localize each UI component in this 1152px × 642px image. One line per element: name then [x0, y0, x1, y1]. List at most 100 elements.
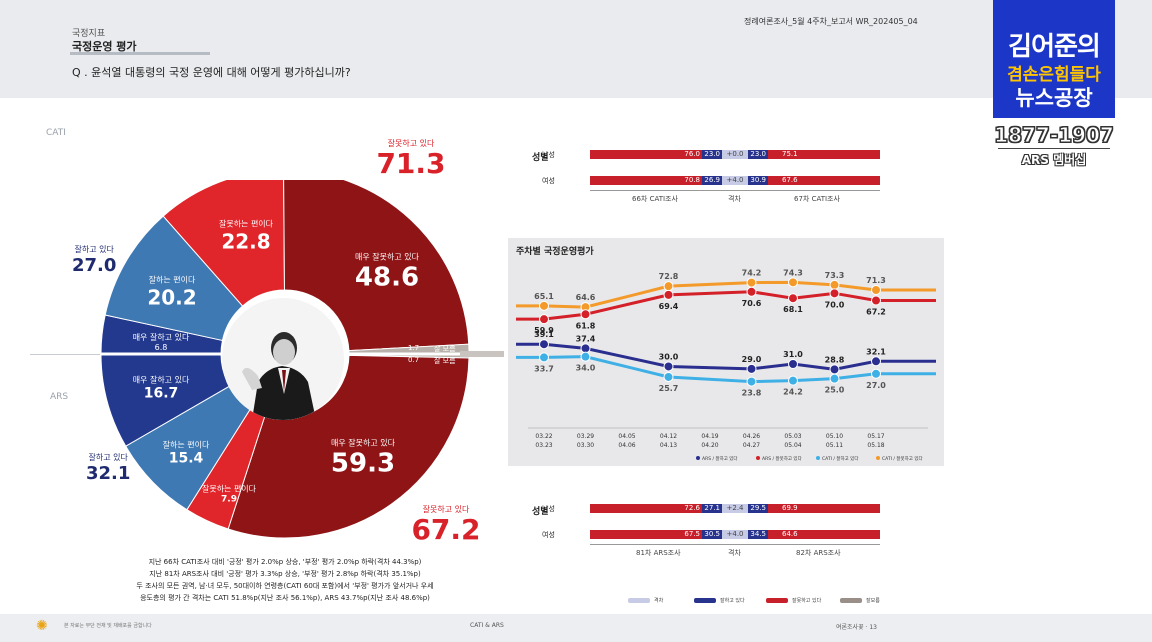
- trend-point: [580, 351, 591, 362]
- caption-left: 66차 CATI조사: [632, 195, 678, 203]
- trend-point-label: 28.8: [825, 355, 845, 364]
- summary-line: 응도층의 평가 간 격차는 CATI 51.8%p(지난 조사 56.1%p),…: [140, 594, 430, 602]
- document-id: 정례여론조사_5월 4주차_보고서 WR_202405_04: [744, 17, 918, 26]
- trend-x-tick-label: 04.13: [660, 442, 677, 449]
- gender-ars-block: 성별 남성 72.6 27.1 +2.4 29.5 69.9 여성 67.5 3…: [532, 500, 892, 562]
- donut-seg-cati-wrong-somewhat: [162, 180, 286, 307]
- trend-legend-marker: [756, 456, 760, 460]
- section-label: 국정지표: [72, 29, 106, 39]
- trend-point-label: 30.0: [659, 352, 679, 361]
- trend-point-label: 31.0: [783, 350, 803, 359]
- trend-legend-label: ARS / 잘못하고 있다: [762, 455, 803, 462]
- trend-point-label: 25.7: [659, 384, 679, 393]
- trend-point-label: 33.7: [534, 364, 554, 373]
- legend-label: 잘못하고 있다: [792, 598, 822, 604]
- dk-value-ars: 0.7: [408, 356, 420, 364]
- trend-x-tick-label: 04.06: [618, 442, 635, 449]
- segment-label-ars-good-somewhat: 잘하는 편이다 15.4: [162, 440, 210, 467]
- trend-point: [539, 300, 549, 311]
- gender-cati-block: 성별 남성 76.0 23.0 +0.0 23.0 75.1 여성 70.8 2…: [532, 146, 892, 208]
- flower-icon: ✺: [36, 618, 48, 634]
- bar-left-neg: 70.8: [590, 176, 702, 185]
- bar-left-pos: 27.1: [702, 504, 722, 513]
- trend-point-label: 67.2: [866, 307, 886, 316]
- bar-right-pos: 34.5: [748, 530, 768, 539]
- trend-point-label: 25.0: [825, 386, 845, 395]
- trend-point-label: 74.2: [742, 269, 762, 278]
- trend-x-tick-label: 04.19: [701, 433, 718, 440]
- header-band: [0, 0, 1152, 98]
- trend-point: [746, 286, 757, 297]
- trend-point: [580, 309, 591, 320]
- bar-right-neg: 69.9: [768, 504, 880, 513]
- trend-x-tick-label: 04.27: [743, 442, 760, 449]
- trend-point: [663, 361, 674, 372]
- trend-x-tick-label: 05.10: [826, 433, 843, 440]
- gender-row-label: 남성: [542, 505, 555, 513]
- trend-x-tick-label: 05.11: [826, 442, 843, 449]
- ars-positive-total: 잘하고 있다 32.1: [86, 453, 131, 484]
- legend-label: 격차: [654, 598, 664, 604]
- donut-seg-cati-wrong-very: [283, 180, 470, 352]
- trend-point: [829, 279, 840, 290]
- segment-label-cati-wrong-very: 매우 잘못하고 있다 48.6: [354, 252, 420, 293]
- cati-side-label: CATI: [46, 128, 66, 138]
- trend-point: [871, 295, 881, 306]
- bar-right-neg: 64.6: [768, 530, 880, 539]
- trend-point-label: 37.4: [576, 334, 596, 343]
- trend-point-label: 72.8: [659, 272, 679, 281]
- trend-point-label: 69.4: [659, 302, 679, 311]
- trend-point: [788, 359, 798, 369]
- caption-right: 82차 ARS조사: [796, 549, 841, 557]
- gender-row-label: 남성: [542, 151, 555, 159]
- legend-label: 잘하고 있다: [720, 598, 745, 604]
- trend-point: [871, 368, 881, 379]
- legend-swatch-positive: [694, 598, 716, 603]
- trend-panel: 65.1 64.6 72.8 74.2 74.3 73.3 71.3 59.9 61.8 69.4…: [508, 238, 944, 466]
- trend-point: [746, 363, 757, 374]
- trend-point: [788, 277, 798, 288]
- trend-x-tick-label: 05.04: [784, 442, 801, 449]
- trend-point: [871, 285, 881, 296]
- trend-x-tick-label: 05.17: [867, 433, 884, 440]
- trend-point: [829, 364, 840, 375]
- trend-point: [788, 375, 798, 386]
- footer-right: 여론조사꽃 · 13: [836, 624, 877, 631]
- trend-point-label: 59.9: [534, 326, 554, 335]
- trend-point-label: 74.3: [783, 268, 803, 277]
- gender-row-label: 여성: [542, 531, 555, 539]
- trend-x-tick-label: 05.03: [784, 433, 801, 440]
- segment-label-cati-good-somewhat: 잘하는 편이다 20.2: [147, 275, 197, 310]
- segment-label-ars-wrong-somewhat: 잘못하는 편이다 7.9: [201, 484, 257, 505]
- trend-point: [829, 373, 840, 384]
- trend-x-tick-label: 04.26: [743, 433, 760, 440]
- bar-left-neg: 67.5: [590, 530, 702, 539]
- caption-mid: 격차: [728, 549, 741, 557]
- bar-diff: +4.0: [722, 176, 748, 185]
- gender-row-label: 여성: [542, 177, 555, 185]
- caption-right: 67차 CATI조사: [794, 195, 840, 203]
- caption-left: 81차 ARS조사: [636, 549, 681, 557]
- dk-label-cati: 잘 모름: [434, 345, 456, 353]
- footer-band: [0, 614, 1152, 642]
- dk-label-ars: 잘 모름: [434, 357, 456, 365]
- logo-ars-membership: ARS 멤버십: [1021, 153, 1087, 167]
- trend-point-label: 70.0: [825, 300, 845, 309]
- cati-negative-total: 잘못하고 있다 71.3: [376, 139, 446, 180]
- trend-point-label: 65.1: [534, 292, 554, 301]
- trend-x-tick-label: 04.20: [701, 442, 718, 449]
- bar-left-pos: 26.9: [702, 176, 722, 185]
- trend-title: 주차별 국정운영평가: [516, 247, 594, 257]
- segment-label-cati-wrong-somewhat: 잘못하는 편이다 22.8: [218, 219, 274, 254]
- footer-left: 본 자료는 무단 전재 및 재배포를 금합니다: [64, 623, 152, 629]
- trend-legend-label: ARS / 잘하고 있다: [702, 455, 738, 462]
- footer-center: CATI & ARS: [470, 622, 504, 629]
- summary-notes: 지난 66차 CATI조사 대비 '긍정' 평가 2.0%p 상승, '부정' …: [100, 556, 470, 604]
- bar-right-pos: 29.5: [748, 504, 768, 513]
- trend-point: [829, 288, 840, 299]
- trend-point-label: 39.1: [534, 330, 554, 339]
- donut-svg: [100, 180, 470, 539]
- trend-point: [663, 289, 674, 300]
- ars-side-label: ARS: [50, 392, 69, 402]
- approval-donut-chart: [100, 180, 470, 550]
